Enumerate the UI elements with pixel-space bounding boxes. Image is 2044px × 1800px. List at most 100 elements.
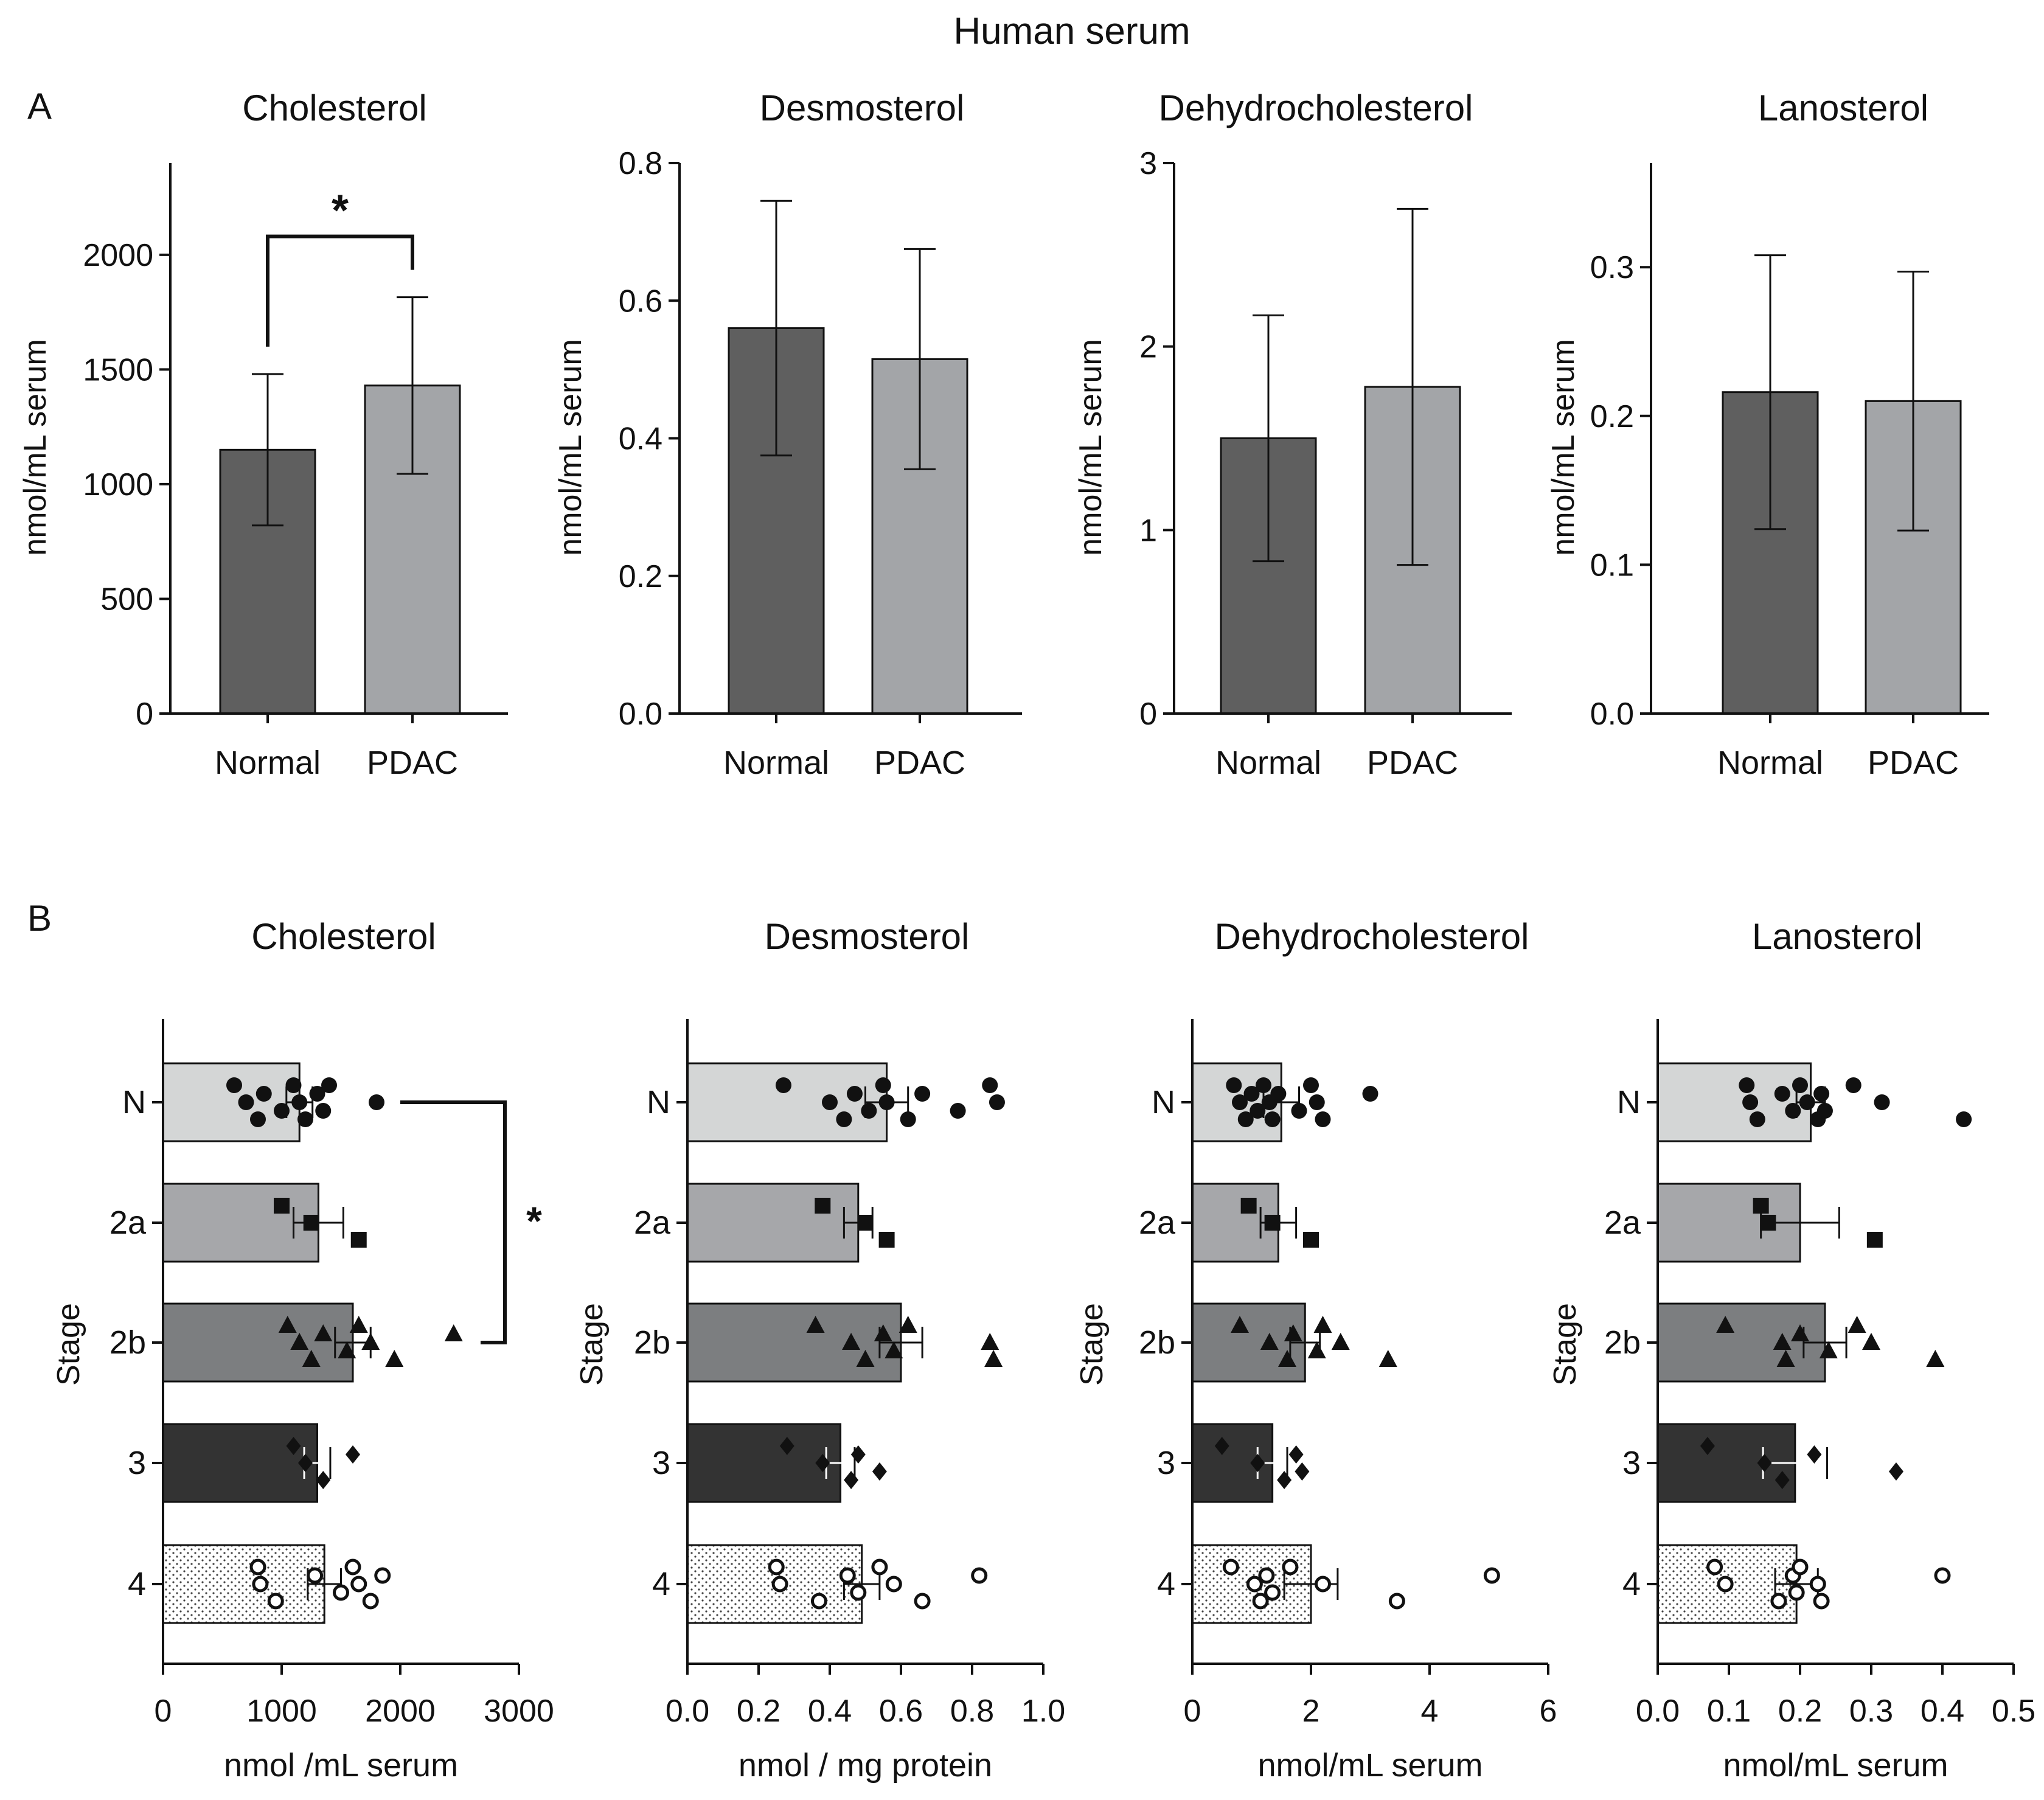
data-point <box>1309 1094 1325 1110</box>
y-tick-label: 2b <box>1604 1324 1641 1361</box>
data-point <box>267 1593 284 1610</box>
y-tick-label: 0.8 <box>619 146 662 181</box>
data-point <box>1700 1437 1715 1455</box>
y-axis-label: nmol/mL serum <box>1546 339 1581 555</box>
y-tick-label: 0.2 <box>1590 399 1634 434</box>
chart-a2: Desmosterol nmol/mL serum Normal PDAC 0.0 0.2… <box>553 88 1022 781</box>
x-tick-label: 0 <box>155 1694 172 1729</box>
y-tick-label: 0.4 <box>619 422 662 457</box>
data-point <box>872 1462 887 1481</box>
data-point <box>303 1215 319 1231</box>
x-tick-label: 3000 <box>484 1694 554 1729</box>
data-point <box>249 1558 266 1576</box>
x-tick-label: 0.2 <box>737 1694 780 1729</box>
data-point <box>861 1103 877 1119</box>
data-point <box>822 1094 838 1110</box>
bar-stage-2b <box>162 1302 354 1383</box>
data-point <box>984 1350 1003 1367</box>
y-tick-label: 3 <box>1622 1445 1641 1481</box>
data-point <box>291 1094 308 1110</box>
significance-bracket <box>400 1100 507 1344</box>
data-point <box>316 1471 331 1489</box>
y-tick-label: 1500 <box>83 352 153 387</box>
chart-a4: Lanosterol nmol/mL serum Normal PDAC 0.0 0.1 0… <box>1546 88 1989 781</box>
data-point <box>1313 1316 1332 1333</box>
y-tick-label: 3 <box>652 1445 670 1481</box>
data-point <box>290 1333 309 1350</box>
y-tick-label: N <box>1617 1084 1641 1121</box>
data-point <box>850 1584 867 1601</box>
data-point <box>1845 1077 1861 1093</box>
data-point <box>1260 1333 1279 1350</box>
data-point <box>321 1077 337 1093</box>
chart-title: Cholesterol <box>251 916 436 957</box>
data-point <box>779 1437 794 1455</box>
data-point <box>1264 1111 1281 1127</box>
y-tick-label: 2 <box>1139 330 1157 365</box>
data-point <box>1243 1086 1260 1102</box>
chart-title: Lanosterol <box>1758 88 1928 128</box>
data-point <box>857 1215 874 1231</box>
data-point <box>314 1324 333 1341</box>
panel-label-a: A <box>27 86 52 127</box>
y-tick-label: 0.1 <box>1590 547 1634 583</box>
x-tick-label: 0.8 <box>950 1694 994 1729</box>
data-point <box>1792 1077 1808 1093</box>
y-tick-label: 3 <box>128 1445 146 1481</box>
data-point <box>307 1567 324 1584</box>
x-tick-label: PDAC <box>367 745 458 781</box>
data-point <box>1874 1094 1890 1110</box>
data-point <box>1277 1471 1292 1489</box>
data-point <box>1956 1111 1972 1127</box>
y-axis-label: Stage <box>1074 1303 1110 1386</box>
data-point <box>1848 1316 1866 1333</box>
data-point <box>344 1558 361 1576</box>
data-point <box>771 1576 788 1593</box>
significance-bracket <box>266 234 414 347</box>
x-axis-label: nmol/mL serum <box>1723 1747 1948 1784</box>
y-tick-label: 0.2 <box>619 559 662 594</box>
y-tick-label: 4 <box>128 1566 146 1602</box>
y-tick-label: 4 <box>1622 1566 1641 1602</box>
x-tick-label: Normal <box>723 745 829 781</box>
x-tick-label: Normal <box>215 745 321 781</box>
x-tick-label: Normal <box>1717 745 1823 781</box>
data-point <box>1331 1333 1350 1350</box>
data-point <box>856 1350 875 1367</box>
data-point <box>1807 1445 1822 1464</box>
y-tick-label: 2a <box>109 1204 147 1241</box>
data-point <box>810 1593 827 1610</box>
data-point <box>1246 1576 1263 1593</box>
data-point <box>1278 1350 1296 1367</box>
bar-stage-4 <box>162 1544 325 1624</box>
chart-title: Cholesterol <box>242 88 427 128</box>
data-point <box>885 1341 903 1358</box>
x-tick-label: 2 <box>1302 1694 1320 1729</box>
data-point <box>361 1333 380 1350</box>
data-point <box>1483 1567 1500 1584</box>
data-point <box>844 1471 859 1489</box>
y-tick-label: 0 <box>136 697 153 732</box>
data-point <box>806 1316 825 1333</box>
y-tick-label: 0.3 <box>1590 250 1634 285</box>
data-point <box>1307 1341 1326 1358</box>
x-tick-label: 0.2 <box>1778 1694 1822 1729</box>
data-point <box>981 1333 999 1350</box>
data-point <box>1934 1567 1951 1584</box>
data-point <box>1816 1103 1833 1119</box>
data-point <box>1362 1086 1378 1102</box>
data-point <box>250 1111 266 1127</box>
data-point <box>1926 1350 1945 1367</box>
data-point <box>1716 1316 1735 1333</box>
data-point <box>297 1111 313 1127</box>
data-point <box>1303 1232 1319 1248</box>
data-point <box>369 1094 384 1110</box>
data-point <box>1264 1215 1281 1231</box>
data-point <box>815 1454 830 1472</box>
data-point <box>1256 1077 1271 1093</box>
data-point <box>298 1454 313 1472</box>
data-point <box>238 1094 254 1110</box>
data-point <box>839 1567 856 1584</box>
data-point <box>950 1103 966 1119</box>
